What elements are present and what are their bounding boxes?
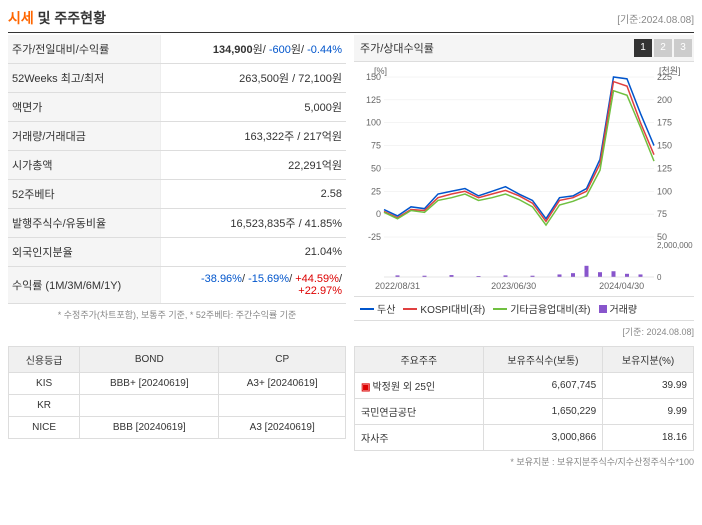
shareholder-name: 국민연금공단 [355,399,484,425]
chart-header: 주가/상대수익률 123 [354,35,694,62]
info-footnote: * 수정주가(차트포함), 보통주 기준, * 52주베타: 주간수익률 기준 [8,304,346,325]
svg-text:200: 200 [657,95,672,105]
info-label: 발행주식수/유동비율 [8,209,160,238]
rating-cell [219,395,346,417]
svg-text:0: 0 [376,209,381,219]
info-label: 52주베타 [8,180,160,209]
info-value: 2.58 [160,180,346,209]
svg-text:[%]: [%] [374,66,387,76]
svg-text:-25: -25 [368,232,381,242]
info-value: 16,523,835주 / 41.85% [160,209,346,238]
info-label: 액면가 [8,93,160,122]
info-label: 거래량/거래대금 [8,122,160,151]
svg-text:[천원]: [천원] [659,66,681,76]
legend-swatch [403,308,417,310]
info-label: 시가총액 [8,151,160,180]
svg-text:100: 100 [657,186,672,196]
svg-text:125: 125 [657,163,672,173]
info-label: 수익률 (1M/3M/6M/1Y) [8,267,160,304]
info-label: 52Weeks 최고/최저 [8,64,160,93]
legend-swatch [493,308,507,310]
info-value: 163,322주 / 217억원 [160,122,346,151]
title-orange: 시세 [8,10,34,26]
svg-text:2023/06/30: 2023/06/30 [491,281,536,291]
rating-cell [80,395,219,417]
rating-cell: A3+ [20240619] [219,373,346,395]
shareholder-shares: 3,000,866 [483,425,602,451]
expand-icon[interactable]: ▣ [361,382,370,393]
rating-cell: A3 [20240619] [219,417,346,439]
date-reference: [기준:2024.08.08] [617,11,694,26]
chart-tabs: 123 [634,39,694,57]
info-value: 263,500원 / 72,100원 [160,64,346,93]
rating-cell: NICE [9,417,80,439]
info-value: 5,000원 [160,93,346,122]
svg-text:2024/04/30: 2024/04/30 [599,281,644,291]
chart-tab-3[interactable]: 3 [674,39,692,57]
shareholder-header: 보유주식수(보통) [483,347,602,373]
svg-text:2,000,000: 2,000,000 [657,241,693,250]
svg-text:125: 125 [366,95,381,105]
svg-text:100: 100 [366,118,381,128]
svg-text:75: 75 [657,209,667,219]
svg-text:150: 150 [657,141,672,151]
legend-swatch [599,305,607,313]
rating-cell: KIS [9,373,80,395]
shareholder-shares: 1,650,229 [483,399,602,425]
legend-item: 두산 [360,301,395,316]
svg-text:175: 175 [657,118,672,128]
info-value: 22,291억원 [160,151,346,180]
shareholder-header: 보유지분(%) [603,347,694,373]
chart-tab-1[interactable]: 1 [634,39,652,57]
relative-return-chart: -250255075100125150[%]507510012515017520… [354,62,694,296]
shareholder-pct: 9.99 [603,399,694,425]
svg-text:50: 50 [371,163,381,173]
legend-item: 거래량 [599,301,638,316]
legend-label: 기타금융업대비(좌) [510,301,590,316]
title-rest: 및 주주현황 [34,10,106,26]
shareholder-pct: 39.99 [603,373,694,399]
legend-swatch [360,308,374,310]
chart-area: -250255075100125150[%]507510012515017520… [354,62,694,297]
info-value: 134,900원/ -600원/ -0.44% [160,35,346,64]
legend-label: 거래량 [610,301,638,316]
chart-tab-2[interactable]: 2 [654,39,672,57]
legend-label: 두산 [377,301,395,316]
shareholder-table: 주요주주보유주식수(보통)보유지분(%) ▣박정원 외 25인6,607,745… [354,346,694,451]
legend-item: 기타금융업대비(좌) [493,301,590,316]
rating-cell: BBB [20240619] [80,417,219,439]
shareholder-shares: 6,607,745 [483,373,602,399]
shareholder-pct: 18.16 [603,425,694,451]
legend-label: KOSPI대비(좌) [420,301,485,316]
rating-cell: KR [9,395,80,417]
shareholder-name: 자사주 [355,425,484,451]
rating-header: BOND [80,347,219,373]
svg-text:75: 75 [371,141,381,151]
info-value: 21.04% [160,238,346,267]
credit-rating-table: 신용등급BONDCP KISBBB+ [20240619]A3+ [202406… [8,346,346,439]
svg-text:25: 25 [371,186,381,196]
shareholder-name[interactable]: ▣박정원 외 25인 [355,373,484,399]
page-title: 시세 및 주주현황 [8,8,106,28]
stock-info-table: 주가/전일대비/수익률134,900원/ -600원/ -0.44%52Week… [8,35,346,304]
info-label: 외국인지분율 [8,238,160,267]
chart-legend: 두산 KOSPI대비(좌) 기타금융업대비(좌) 거래량 [354,297,694,321]
shareholder-footnote: * 보유지분 : 보유지분주식수/지수산정주식수*100 [354,451,694,472]
rating-header: CP [219,347,346,373]
svg-text:2022/08/31: 2022/08/31 [375,281,420,291]
legend-item: KOSPI대비(좌) [403,301,485,316]
rating-header: 신용등급 [9,347,80,373]
info-label: 주가/전일대비/수익률 [8,35,160,64]
rating-cell: BBB+ [20240619] [80,373,219,395]
chart-title: 주가/상대수익률 [354,40,434,56]
chart-date-ref: [기준: 2024.08.08] [354,321,694,342]
svg-text:0: 0 [657,273,662,282]
page-header: 시세 및 주주현황 [기준:2024.08.08] [8,8,694,33]
info-value: -38.96%/ -15.69%/ +44.59%/ +22.97% [160,267,346,304]
shareholder-header: 주요주주 [355,347,484,373]
